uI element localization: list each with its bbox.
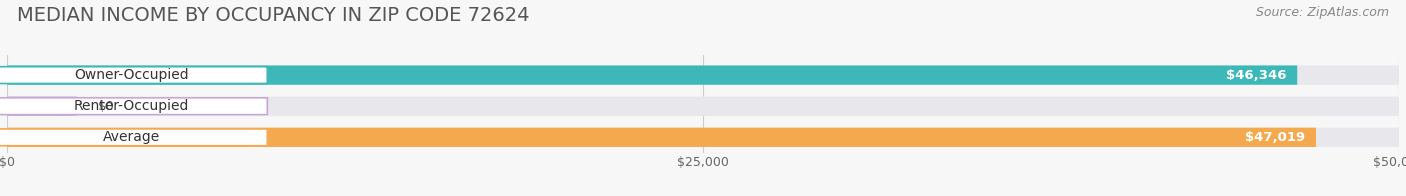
Text: Renter-Occupied: Renter-Occupied [75, 99, 190, 113]
Text: $47,019: $47,019 [1244, 131, 1305, 144]
FancyBboxPatch shape [0, 67, 267, 83]
Text: MEDIAN INCOME BY OCCUPANCY IN ZIP CODE 72624: MEDIAN INCOME BY OCCUPANCY IN ZIP CODE 7… [17, 6, 530, 25]
Text: $0: $0 [97, 100, 114, 113]
Text: $46,346: $46,346 [1226, 69, 1286, 82]
FancyBboxPatch shape [7, 128, 1316, 147]
Text: Average: Average [103, 130, 160, 144]
FancyBboxPatch shape [0, 129, 267, 146]
FancyBboxPatch shape [7, 97, 77, 116]
FancyBboxPatch shape [7, 65, 1399, 85]
FancyBboxPatch shape [7, 97, 1399, 116]
Text: Source: ZipAtlas.com: Source: ZipAtlas.com [1256, 6, 1389, 19]
FancyBboxPatch shape [7, 65, 1298, 85]
FancyBboxPatch shape [0, 98, 267, 115]
FancyBboxPatch shape [7, 128, 1399, 147]
Text: Owner-Occupied: Owner-Occupied [75, 68, 188, 82]
